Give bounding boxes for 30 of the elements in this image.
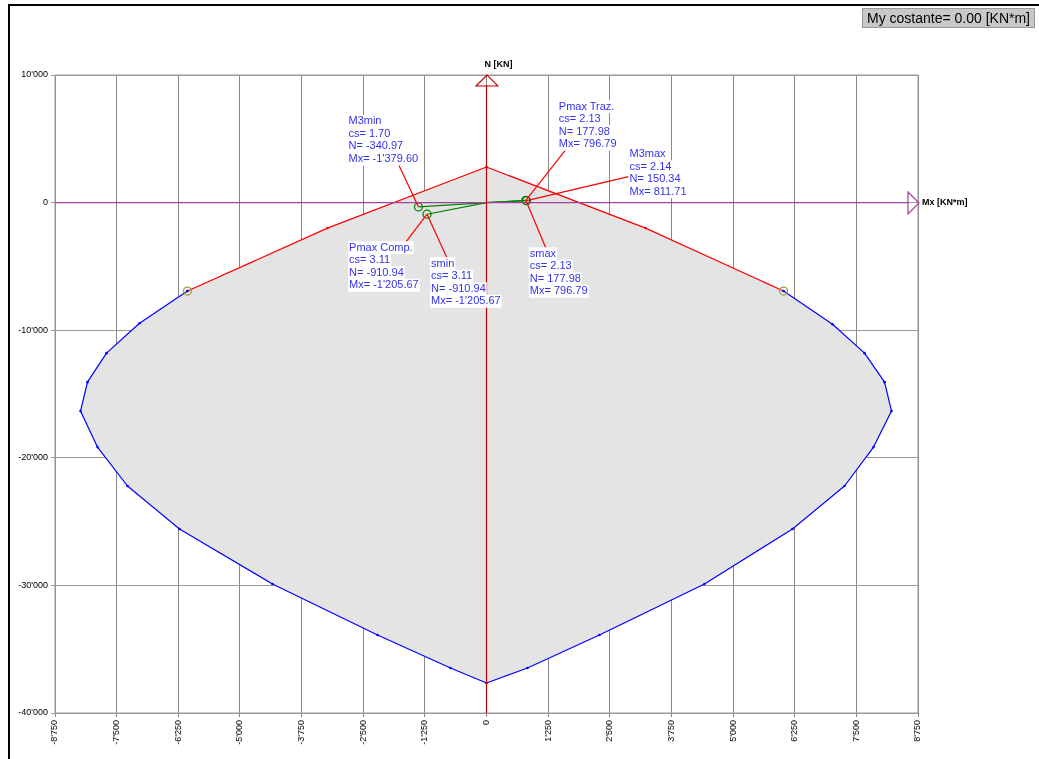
x-tick-label: 3'750 bbox=[665, 720, 676, 742]
x-tick-label: -2'500 bbox=[357, 720, 368, 745]
x-tick-label: 6'250 bbox=[789, 720, 800, 742]
x-tick-label: -5'000 bbox=[234, 720, 245, 745]
y-tick-label: 0 bbox=[42, 197, 48, 208]
annotation: Pmax Traz. cs= 2.13 N= 177.98 Mx= 796.79 bbox=[558, 99, 617, 150]
x-tick-label: 0 bbox=[480, 720, 491, 726]
x-tick-label: 2'500 bbox=[604, 720, 615, 742]
text: My costante= 0.00 [KN*m] bbox=[861, 8, 1035, 28]
y-tick-label: -10'000 bbox=[18, 324, 48, 335]
y-axis-title: N [KN] bbox=[484, 58, 513, 69]
annotation: M3max cs= 2.14 N= 150.34 Mx= 811.71 bbox=[629, 147, 687, 197]
annotation: smax cs= 2.13 N= 177.98 Mx= 796.79 bbox=[529, 246, 588, 297]
x-tick-label: 7'500 bbox=[850, 720, 861, 742]
x-tick-label: 1'250 bbox=[542, 720, 553, 742]
x-tick-label: 8'750 bbox=[912, 720, 923, 742]
annotation: smin cs= 3.11 N= -910.94 Mx= -1'205.67 bbox=[431, 256, 501, 307]
y-tick-label: -30'000 bbox=[18, 579, 48, 590]
annotation: Pmax Comp. cs= 3.11 N= -910.94 Mx= -1'205.67 bbox=[349, 240, 419, 291]
y-tick-label: 10'000 bbox=[21, 69, 48, 80]
x-tick-label: -3'750 bbox=[296, 720, 307, 745]
y-tick-label: -40'000 bbox=[18, 707, 48, 718]
x-tick-label: -6'250 bbox=[172, 720, 183, 745]
x-tick-label: -1'250 bbox=[419, 720, 430, 745]
x-tick-label: -8'750 bbox=[49, 720, 60, 745]
annotation: M3min cs= 1.70 N= -340.97 Mx= -1'379.60 bbox=[348, 114, 419, 164]
x-tick-label: -7'500 bbox=[111, 720, 122, 745]
x-axis-title: Mx [KN*m] bbox=[922, 197, 968, 208]
y-tick-label: -20'000 bbox=[18, 452, 48, 463]
x-tick-label: 5'000 bbox=[727, 720, 738, 742]
